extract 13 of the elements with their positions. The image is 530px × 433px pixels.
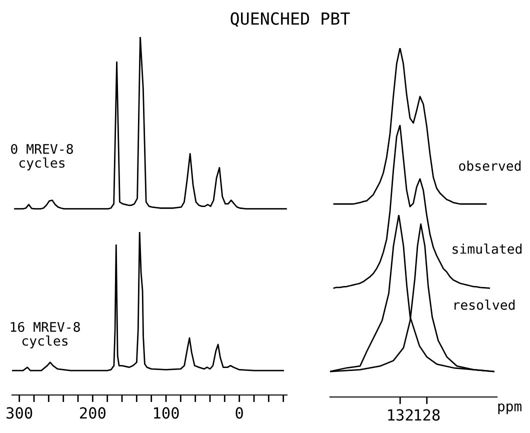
x-tick-label: 0 — [236, 407, 243, 419]
x-tick-label: 200 — [80, 407, 106, 419]
annotation: 16 MREV-8 cycles — [10, 322, 80, 348]
annotation: simulated — [452, 244, 522, 254]
annotation: 0 MREV-8 cycles — [11, 144, 73, 170]
annotation: resolved — [454, 300, 515, 310]
x-tick-label: 132 — [388, 409, 413, 421]
x-tick-label: 100 — [154, 407, 179, 419]
chart-title: QUENCHED PBT — [230, 12, 350, 27]
annotation: observed — [459, 160, 521, 171]
x-axis-title: ppm — [498, 403, 522, 414]
x-tick-label: 300 — [6, 407, 32, 419]
x-tick-label: 128 — [414, 409, 440, 421]
